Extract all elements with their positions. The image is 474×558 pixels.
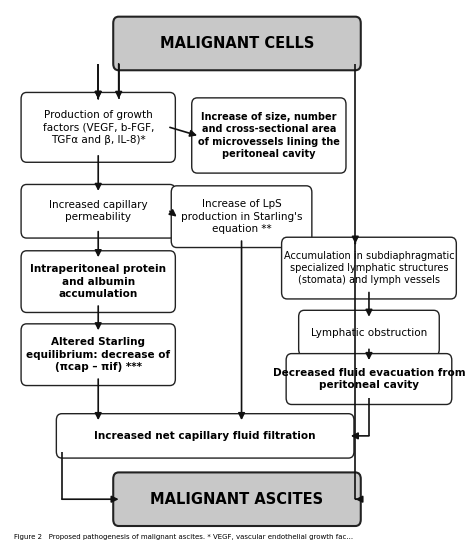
Text: Increase of LpS
production in Starling's
equation **: Increase of LpS production in Starling's… [181, 199, 302, 234]
FancyBboxPatch shape [171, 186, 312, 248]
FancyBboxPatch shape [113, 473, 361, 526]
Text: Production of growth
factors (VEGF, b-FGF,
TGFα and β, IL-8)*: Production of growth factors (VEGF, b-FG… [43, 110, 154, 145]
FancyBboxPatch shape [282, 237, 456, 299]
Text: Figure 2   Proposed pathogenesis of malignant ascites. * VEGF, vascular endothel: Figure 2 Proposed pathogenesis of malign… [14, 535, 353, 540]
Text: Increase of size, number
and cross-sectional area
of microvessels lining the
per: Increase of size, number and cross-secti… [198, 112, 340, 159]
FancyBboxPatch shape [56, 413, 354, 458]
FancyBboxPatch shape [21, 93, 175, 162]
Text: Increased capillary
permeability: Increased capillary permeability [49, 200, 147, 223]
FancyBboxPatch shape [113, 17, 361, 70]
FancyBboxPatch shape [21, 251, 175, 312]
FancyBboxPatch shape [299, 310, 439, 356]
FancyBboxPatch shape [286, 354, 452, 405]
Text: Accumulation in subdiaphragmatic
specialized lymphatic structures
(stomata) and : Accumulation in subdiaphragmatic special… [283, 251, 454, 286]
Text: Altered Starling
equilibrium: decrease of
(πcap – πif) ***: Altered Starling equilibrium: decrease o… [26, 337, 170, 372]
Text: Intraperitoneal protein
and albumin
accumulation: Intraperitoneal protein and albumin accu… [30, 264, 166, 299]
FancyBboxPatch shape [21, 185, 175, 238]
Text: MALIGNANT CELLS: MALIGNANT CELLS [160, 36, 314, 51]
Text: Increased net capillary fluid filtration: Increased net capillary fluid filtration [94, 431, 316, 441]
Text: Lymphatic obstruction: Lymphatic obstruction [311, 328, 427, 338]
Text: Decreased fluid evacuation from
peritoneal cavity: Decreased fluid evacuation from peritone… [273, 368, 465, 390]
FancyBboxPatch shape [191, 98, 346, 173]
Text: MALIGNANT ASCITES: MALIGNANT ASCITES [150, 492, 324, 507]
FancyBboxPatch shape [21, 324, 175, 386]
